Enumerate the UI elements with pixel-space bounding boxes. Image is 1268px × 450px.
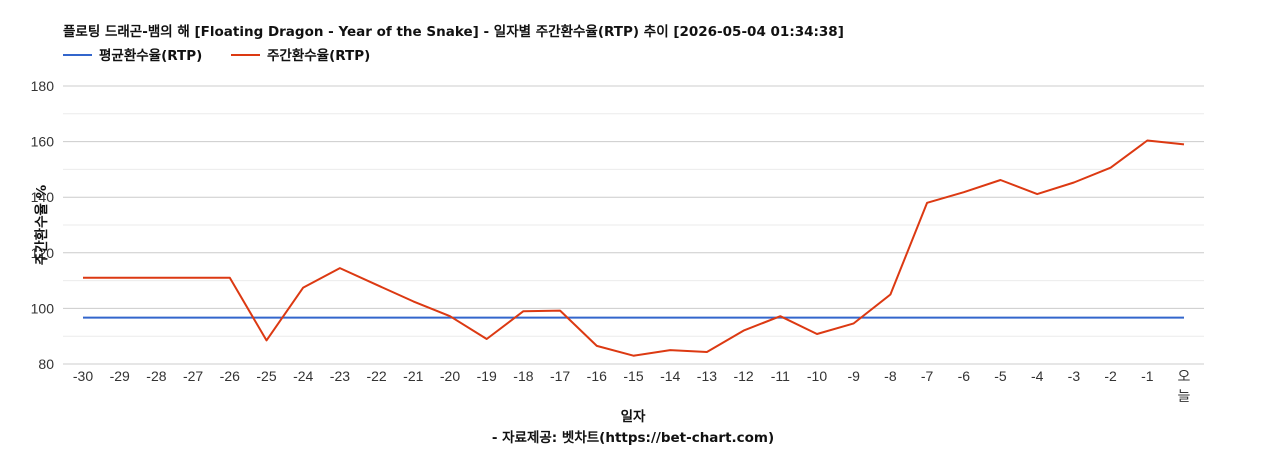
- x-tick-label: -13: [697, 368, 717, 384]
- x-tick-label: -20: [440, 368, 460, 384]
- x-tick-label: -24: [293, 368, 313, 384]
- series-line-weekly-rtp: [83, 139, 1185, 357]
- y-tick-label: 160: [31, 134, 55, 150]
- x-tick-label: -12: [733, 368, 753, 384]
- x-tick-label: -8: [884, 368, 897, 384]
- x-tick-label: -25: [256, 368, 276, 384]
- legend: 평균환수율(RTP) 주간환수율(RTP): [63, 47, 370, 64]
- x-tick-label: -29: [110, 368, 130, 384]
- x-tick-label: -3: [1068, 368, 1081, 384]
- x-tick-label: -2: [1104, 368, 1117, 384]
- y-tick-label: 140: [31, 189, 55, 205]
- x-tick-label: -23: [330, 368, 350, 384]
- x-tick-label: -1: [1141, 368, 1154, 384]
- x-tick-label: -19: [477, 368, 497, 384]
- x-tick-label: -5: [994, 368, 1007, 384]
- x-tick-label: -4: [1031, 368, 1044, 384]
- x-tick-label: -21: [403, 368, 423, 384]
- x-axis-title: 일자: [621, 409, 646, 425]
- x-tick-label: -28: [146, 368, 166, 384]
- source-credit: - 자료제공: 벳차트(https://bet-chart.com): [492, 429, 774, 446]
- x-tick-label: -30: [73, 368, 93, 384]
- x-tick-label: -6: [958, 368, 971, 384]
- x-tick-label: -22: [366, 368, 386, 384]
- chart-title: 플로팅 드래곤-뱀의 해 [Floating Dragon - Year of …: [63, 23, 844, 40]
- x-tick-label: -15: [623, 368, 643, 384]
- x-tick-label: -9: [847, 368, 860, 384]
- y-tick-label: 80: [38, 356, 54, 372]
- legend-label-avg: 평균환수율(RTP): [99, 47, 202, 64]
- y-axis-title: 주간환수율 %: [33, 184, 50, 265]
- x-tick-label: -7: [921, 368, 934, 384]
- x-tick-label: -10: [807, 368, 827, 384]
- y-tick-label: 120: [31, 245, 55, 261]
- y-tick-label: 100: [31, 300, 55, 316]
- x-tick-label: -18: [513, 368, 533, 384]
- series-lines: [83, 139, 1185, 357]
- gridlines: [63, 85, 1204, 365]
- x-tick-label: -11: [771, 368, 790, 384]
- x-axis-ticks: -30 -29 -28 -27 -26 -25 -24 -23 -22 -21 -20 -19 -18 -…: [73, 368, 1191, 404]
- x-tick-label: -27: [183, 368, 203, 384]
- x-tick-label: -16: [587, 368, 607, 384]
- y-tick-label: 180: [31, 78, 55, 94]
- legend-label-weekly: 주간환수율(RTP): [267, 47, 370, 64]
- x-tick-label: -17: [550, 368, 570, 384]
- y-axis-ticks: 80 100 120 140 160 180: [31, 78, 55, 372]
- x-tick-label: -26: [220, 368, 240, 384]
- x-tick-label: -14: [660, 368, 680, 384]
